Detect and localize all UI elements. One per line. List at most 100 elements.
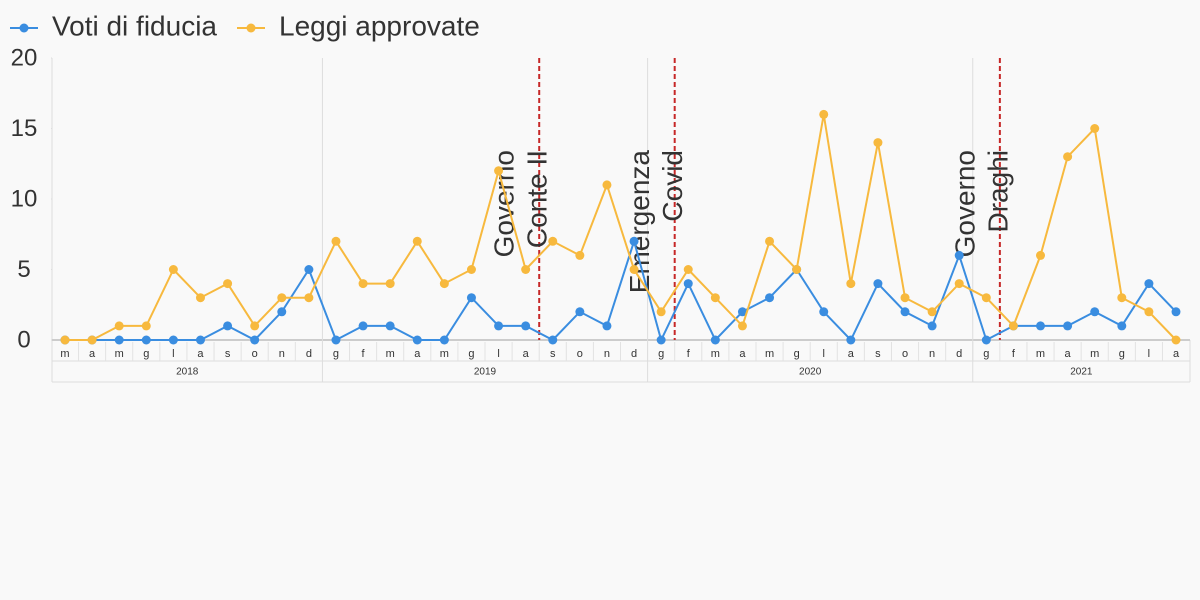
x-tick-label: n (604, 348, 610, 360)
x-tick-label: a (89, 348, 96, 360)
data-point (277, 293, 287, 303)
event-label: Governo (949, 150, 980, 257)
x-tick-label: g (983, 348, 989, 360)
data-point (331, 335, 341, 345)
x-tick-label: l (172, 348, 174, 360)
x-tick-label: d (956, 348, 962, 360)
data-point (385, 321, 395, 331)
x-tick-label: l (1148, 348, 1150, 360)
data-point (846, 279, 856, 289)
data-point (548, 335, 558, 345)
y-tick-label: 0 (17, 326, 30, 353)
data-point (141, 321, 151, 331)
data-point (900, 307, 910, 317)
x-tick-label: l (823, 348, 825, 360)
data-point (1117, 293, 1127, 303)
y-tick-label: 5 (17, 256, 30, 283)
data-point (304, 293, 314, 303)
data-point (1090, 307, 1100, 317)
data-point (358, 321, 368, 331)
x-tick-label: s (550, 348, 556, 360)
x-tick-label: g (143, 348, 149, 360)
data-point (195, 335, 205, 345)
data-point (819, 307, 829, 317)
x-tick-label: a (523, 348, 530, 360)
series-line (65, 114, 1177, 341)
data-point (819, 109, 829, 119)
data-point (195, 293, 205, 303)
event-label: Emergenza (624, 150, 655, 294)
x-tick-label: a (848, 348, 855, 360)
data-point (439, 279, 449, 289)
data-point (60, 335, 70, 345)
data-point (900, 293, 910, 303)
legend-marker (19, 23, 29, 33)
x-tick-label: s (225, 348, 231, 360)
data-point (683, 265, 693, 274)
data-point (412, 335, 422, 345)
data-point (1117, 321, 1127, 331)
x-tick-label: o (252, 348, 258, 360)
data-point (1171, 307, 1181, 317)
year-label: 2020 (799, 367, 822, 378)
x-tick-label: f (1012, 348, 1016, 360)
x-tick-label: g (468, 348, 474, 360)
data-point (765, 236, 775, 246)
data-point (114, 335, 124, 345)
x-tick-label: f (362, 348, 366, 360)
data-point (710, 335, 720, 345)
data-point (521, 265, 531, 274)
data-point (494, 321, 504, 331)
data-point (792, 265, 802, 274)
data-point (168, 265, 178, 274)
data-point (602, 321, 612, 331)
x-tick-label: a (414, 348, 421, 360)
data-point (1063, 152, 1073, 162)
data-point (927, 307, 937, 317)
x-tick-label: g (333, 348, 339, 360)
legend-marker (246, 23, 256, 33)
x-tick-label: l (497, 348, 499, 360)
data-point (1144, 307, 1154, 317)
x-tick-label: d (631, 348, 637, 360)
data-point (412, 236, 422, 246)
data-point (439, 335, 449, 345)
series-line (65, 237, 1177, 343)
data-point (114, 321, 124, 331)
data-point (873, 138, 883, 148)
y-tick-label: 20 (11, 44, 38, 71)
data-point (710, 293, 720, 303)
event-label: Covid (657, 150, 688, 222)
data-point (521, 321, 531, 331)
data-point (873, 279, 883, 289)
data-point (846, 335, 856, 345)
data-point (1144, 279, 1154, 289)
data-point (385, 279, 395, 289)
data-point (277, 307, 287, 317)
data-point (737, 307, 747, 317)
data-point (168, 335, 178, 345)
year-label: 2018 (176, 367, 199, 378)
x-tick-label: a (197, 348, 204, 360)
data-point (494, 166, 504, 176)
data-point (466, 265, 476, 274)
x-tick-label: d (306, 348, 312, 360)
data-point (981, 335, 991, 345)
data-point (223, 321, 233, 331)
data-point (1171, 335, 1181, 345)
data-point (575, 250, 585, 260)
data-point (466, 293, 476, 303)
data-point (954, 250, 964, 260)
x-tick-label: a (1065, 348, 1072, 360)
y-tick-label: 15 (11, 115, 38, 142)
data-point (250, 335, 260, 345)
x-tick-label: g (794, 348, 800, 360)
x-tick-label: s (875, 348, 881, 360)
x-tick-label: g (1119, 348, 1125, 360)
x-tick-label: o (577, 348, 583, 360)
data-point (1036, 250, 1046, 260)
x-tick-label: m (765, 348, 774, 360)
data-point (575, 307, 585, 317)
data-point (331, 236, 341, 246)
